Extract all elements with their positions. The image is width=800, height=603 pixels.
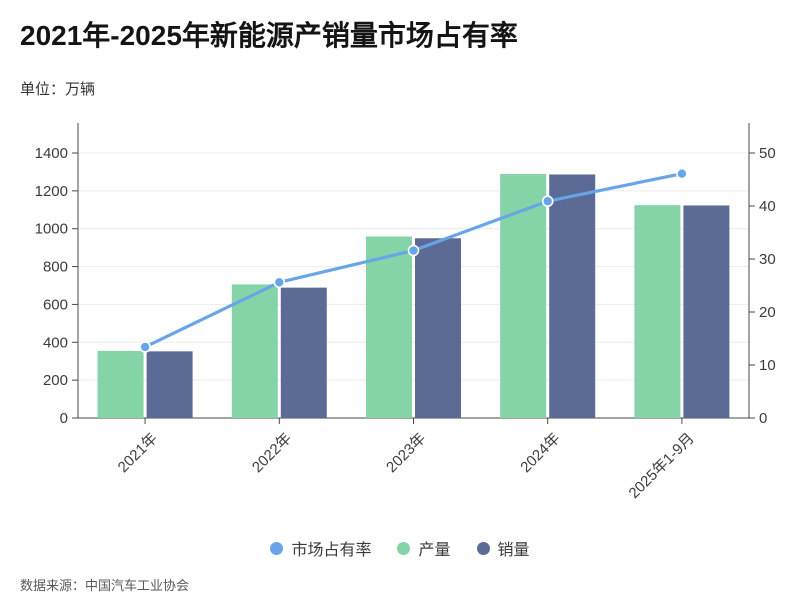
left-axis-tick-label: 600	[43, 296, 68, 313]
x-axis-category-label: 2023年	[383, 430, 429, 476]
right-axis-tick-label: 20	[759, 304, 776, 321]
bar-销量-2022年[interactable]	[280, 287, 327, 418]
legend-item-sales[interactable]: 销量	[476, 536, 530, 560]
chart-legend: 市场占有率 产量 销量	[0, 536, 800, 560]
x-axis-category-label: 2025年1-9月	[626, 430, 698, 502]
legend-item-production[interactable]: 产量	[397, 536, 451, 560]
chart-title: 2021年-2025年新能源产销量市场占有率	[20, 20, 518, 51]
line-marker-2021年[interactable]	[139, 341, 151, 353]
unit-label: 单位：万辆	[20, 81, 96, 98]
legend-item-market-share[interactable]: 市场占有率	[270, 536, 371, 560]
line-marker-2025年1-9月[interactable]	[676, 167, 688, 180]
left-axis-tick-label: 200	[43, 372, 68, 389]
line-marker-2024年[interactable]	[541, 195, 554, 208]
right-axis-tick-label: 30	[759, 251, 776, 268]
data-source-text: 数据来源：中国汽车工业协会	[20, 578, 190, 593]
left-axis-tick-label: 400	[43, 334, 68, 351]
right-axis-tick-label: 50	[759, 145, 776, 162]
bar-产量-2025年1-9月[interactable]	[634, 205, 681, 418]
bar-产量-2022年[interactable]	[231, 284, 278, 418]
right-axis-tick-label: 10	[759, 357, 776, 374]
x-axis-category-label: 2021年	[115, 430, 161, 476]
bar-销量-2021年[interactable]	[146, 351, 193, 418]
line-marker-2023年[interactable]	[407, 244, 420, 257]
legend-label-market-share: 市场占有率	[291, 542, 372, 559]
bar-销量-2024年[interactable]	[549, 174, 596, 418]
x-axis-category-label: 2022年	[249, 430, 295, 476]
bar-销量-2023年[interactable]	[415, 238, 461, 418]
legend-label-sales: 销量	[497, 542, 530, 559]
bar-销量-2025年1-9月[interactable]	[683, 205, 730, 418]
legend-label-production: 产量	[418, 542, 451, 559]
sales-dot-icon	[476, 541, 490, 555]
right-axis-tick-label: 40	[759, 198, 776, 215]
x-axis-category-label: 2024年	[517, 430, 563, 476]
line-marker-2022年[interactable]	[273, 276, 286, 289]
chart-area: 0 200 400 600 800 1000 1200 1400 0 10 20 30 40 50 2021…	[0, 108, 800, 530]
market-share-line	[143, 172, 684, 349]
bar-产量-2021年[interactable]	[97, 350, 144, 418]
chart-canvas: 0 200 400 600 800 1000 1200 1400 0 10 20 30 40 50 2021…	[35, 123, 776, 502]
right-axis-tick-label: 0	[759, 410, 767, 427]
left-axis-tick-label: 1200	[35, 183, 68, 200]
bar-产量-2023年[interactable]	[366, 236, 412, 418]
left-axis-tick-label: 1400	[35, 145, 68, 162]
left-axis-tick-label: 800	[43, 259, 68, 276]
left-axis-tick-label: 1000	[35, 221, 68, 238]
production-dot-icon	[397, 541, 411, 555]
market-share-dot-icon	[270, 541, 284, 555]
left-axis-tick-label: 0	[60, 410, 68, 427]
